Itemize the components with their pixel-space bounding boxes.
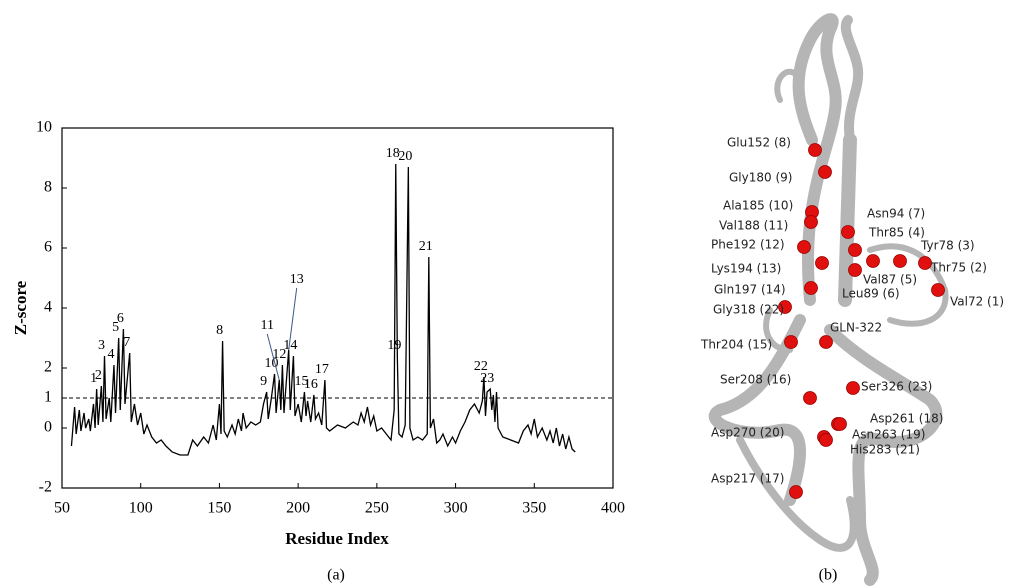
- peak-label: 17: [315, 362, 329, 377]
- residue-label: Ser208 (16): [720, 373, 791, 387]
- panel-caption: (b): [819, 567, 838, 584]
- x-tick-label: 350: [522, 500, 546, 517]
- y-tick-label: 1: [44, 389, 52, 406]
- peak-label: 19: [387, 338, 401, 353]
- peak-label: 13: [290, 272, 304, 287]
- residue-label: Thr85 (4): [868, 226, 925, 240]
- peak-label: 20: [398, 149, 412, 164]
- residue-sphere: [918, 256, 932, 270]
- peak-label: 1: [90, 371, 97, 386]
- protein-ribbon: [708, 13, 949, 586]
- x-axis-label: Residue Index: [285, 529, 389, 548]
- peak-label: 6: [117, 311, 124, 326]
- residue-sphere: [808, 143, 822, 157]
- peak-label: 7: [123, 335, 130, 350]
- y-tick-label: 8: [44, 179, 52, 196]
- residue-label: Val72 (1): [950, 295, 1004, 309]
- residue-label: Tyr78 (3): [920, 239, 975, 253]
- residue-sphere: [797, 240, 811, 254]
- residue-label: Leu89 (6): [842, 287, 900, 301]
- y-axis-label: Z-score: [11, 280, 30, 335]
- residue-sphere: [931, 283, 945, 297]
- peak-label: 8: [216, 323, 223, 338]
- residue-sphere: [818, 165, 832, 179]
- peak-label: 2: [95, 368, 102, 383]
- residue-sphere: [833, 417, 847, 431]
- peak-label: 14: [283, 338, 297, 353]
- y-tick-label: 2: [44, 359, 52, 376]
- residue-label: Asn263 (19): [852, 428, 925, 442]
- residue-label: His283 (21): [850, 443, 920, 457]
- peak-label: 3: [98, 338, 105, 353]
- y-tick-label: 10: [36, 119, 52, 136]
- peak-label: 16: [304, 377, 318, 392]
- residue-sphere: [866, 254, 880, 268]
- x-tick-label: 300: [444, 500, 468, 517]
- plot-frame: [61, 127, 614, 489]
- residue-sphere: [778, 300, 792, 314]
- residue-sphere: [789, 485, 803, 499]
- x-tick-label: 150: [207, 500, 231, 517]
- residue-label: Glu152 (8): [727, 136, 791, 150]
- peak-label: 23: [480, 371, 494, 386]
- x-tick-label: 200: [286, 500, 310, 517]
- residue-label: Thr204 (15): [700, 338, 772, 352]
- peak-label: 11: [261, 318, 274, 333]
- residue-sphere: [893, 254, 907, 268]
- residue-label: Gln197 (14): [714, 283, 786, 297]
- residue-label: Asp261 (18): [870, 412, 943, 426]
- peak-label: 9: [260, 374, 267, 389]
- residue-label: Asn94 (7): [867, 207, 925, 221]
- residue-label: Gly318 (22): [713, 303, 784, 317]
- residue-sphere: [804, 215, 818, 229]
- x-tick-label: 50: [54, 500, 70, 517]
- peak-label: 18: [386, 146, 400, 161]
- peak-label: 5: [112, 320, 119, 335]
- y-tick-label: 6: [44, 239, 52, 256]
- residue-sphere: [815, 256, 829, 270]
- peak-label: 12: [272, 347, 286, 362]
- x-tick-label: 400: [601, 500, 625, 517]
- annotation-arrow: [266, 333, 280, 381]
- peak-label: 4: [107, 347, 114, 362]
- residue-sphere: [848, 243, 862, 257]
- residue-label: Ser326 (23): [861, 380, 932, 394]
- residue-sphere: [841, 225, 855, 239]
- panel-caption: (a): [327, 567, 345, 584]
- peak-label: 10: [265, 356, 279, 371]
- residue-sphere: [846, 381, 860, 395]
- y-tick-label: 0: [44, 419, 52, 436]
- y-tick-label: 4: [44, 299, 52, 316]
- residue-label: GLN-322: [830, 321, 882, 335]
- residue-sphere: [804, 281, 818, 295]
- y-tick-label: -2: [39, 479, 52, 496]
- residue-sphere: [819, 335, 833, 349]
- residue-label: Val87 (5): [863, 273, 917, 287]
- peak-label: 15: [294, 374, 308, 389]
- data-line: [70, 163, 576, 456]
- residue-label: Phe192 (12): [711, 238, 785, 252]
- peak-label: 21: [419, 239, 433, 254]
- x-tick-label: 100: [129, 500, 153, 517]
- residue-label: Asp217 (17): [711, 472, 784, 486]
- residue-label: Val188 (11): [719, 219, 788, 233]
- residue-sphere: [784, 335, 798, 349]
- annotation-arrow: [288, 287, 298, 351]
- residue-label: Asp270 (20): [711, 426, 784, 440]
- residue-sphere: [848, 263, 862, 277]
- residue-label: Ala185 (10): [723, 199, 793, 213]
- residue-sphere: [819, 433, 833, 447]
- residue-label: Thr75 (2): [930, 261, 987, 275]
- residue-label: Lys194 (13): [711, 262, 781, 276]
- peak-label: 22: [474, 359, 488, 374]
- residue-label: Gly180 (9): [729, 171, 792, 185]
- x-tick-label: 250: [365, 500, 389, 517]
- residue-sphere: [803, 391, 817, 405]
